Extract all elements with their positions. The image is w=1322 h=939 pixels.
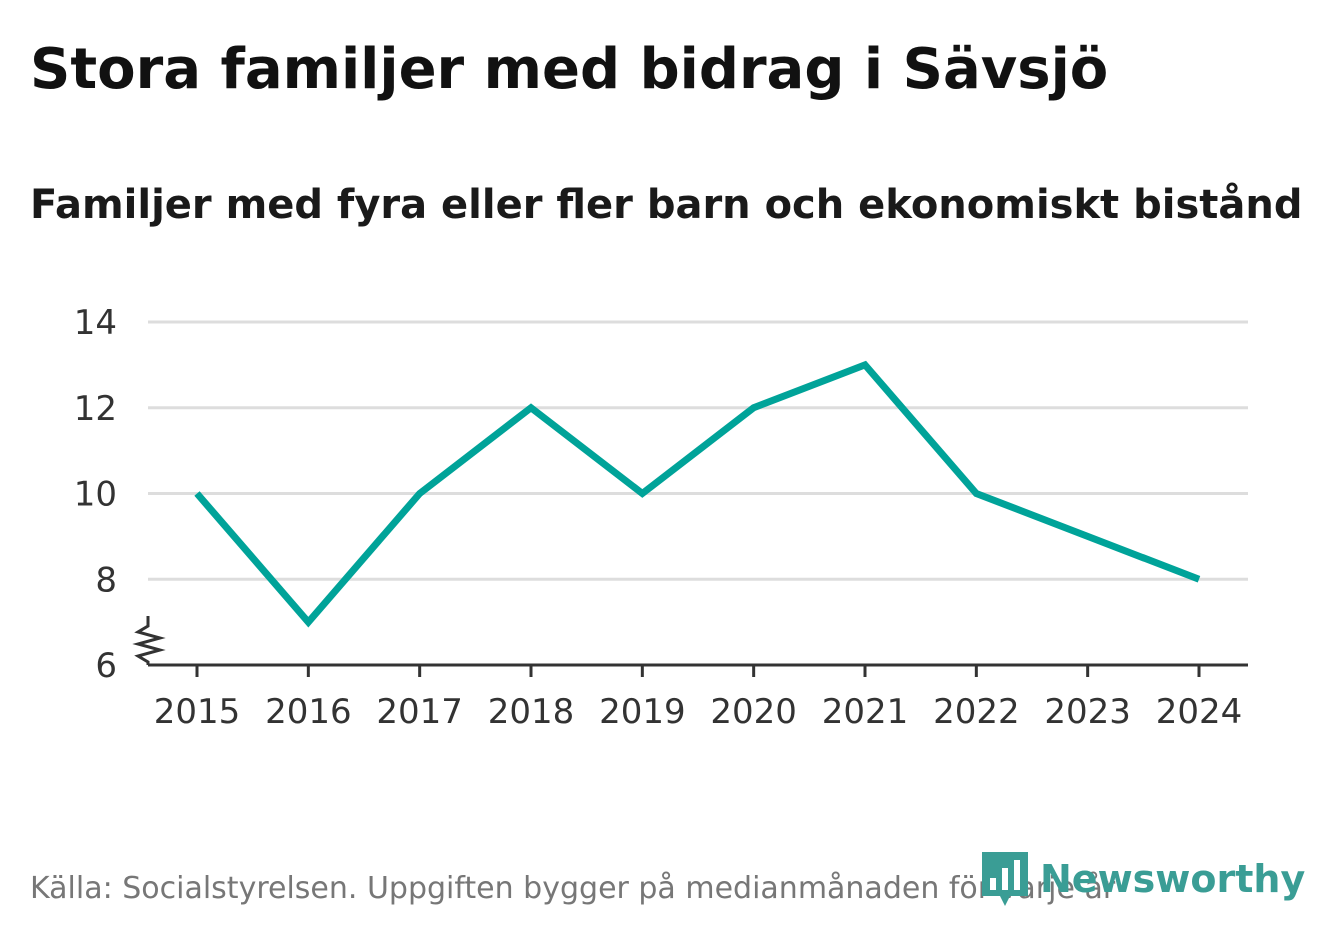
- x-tick-label: 2020: [710, 692, 797, 732]
- line-chart: 6 8 10 12 14 2015 2016 2017 2018 2019 2020 2021 202…: [74, 303, 1248, 732]
- x-tick-label: 2015: [154, 692, 241, 732]
- series-layer: [194, 360, 1201, 628]
- source-note: Källa: Socialstyrelsen. Uppgiften bygger…: [30, 871, 1116, 906]
- gridlines: [148, 320, 1248, 581]
- logo-text: Newsworthy: [1040, 857, 1306, 901]
- y-tick-label: 8: [95, 560, 117, 600]
- x-tick-label: 2023: [1044, 692, 1131, 732]
- chart-subtitle: Familjer med fyra eller fler barn och ek…: [30, 182, 1303, 228]
- y-tick-label: 14: [74, 303, 117, 343]
- axis-break-icon: [132, 616, 166, 665]
- x-axis: [132, 616, 1248, 667]
- newsworthy-logo[interactable]: Newsworthy: [980, 850, 1305, 908]
- y-axis-ticks: 6 8 10 12 14: [74, 303, 117, 686]
- series-line: [194, 360, 1201, 628]
- y-tick-label: 6: [95, 646, 117, 686]
- x-tick-label: 2019: [599, 692, 686, 732]
- x-tick-label: 2016: [265, 692, 352, 732]
- x-tick-label: 2021: [822, 692, 909, 732]
- bar-chart-icon: [982, 852, 1028, 906]
- chart-title: Stora familjer med bidrag i Sävsjö: [30, 37, 1109, 102]
- y-tick-label: 12: [74, 389, 117, 429]
- x-tick-label: 2018: [488, 692, 575, 732]
- x-axis-ticks: 2015 2016 2017 2018 2019 2020 2021 2022 2023 2024: [154, 665, 1243, 732]
- x-tick-label: 2024: [1156, 692, 1243, 732]
- x-tick-label: 2022: [933, 692, 1020, 732]
- y-tick-label: 10: [74, 475, 117, 515]
- x-tick-label: 2017: [376, 692, 463, 732]
